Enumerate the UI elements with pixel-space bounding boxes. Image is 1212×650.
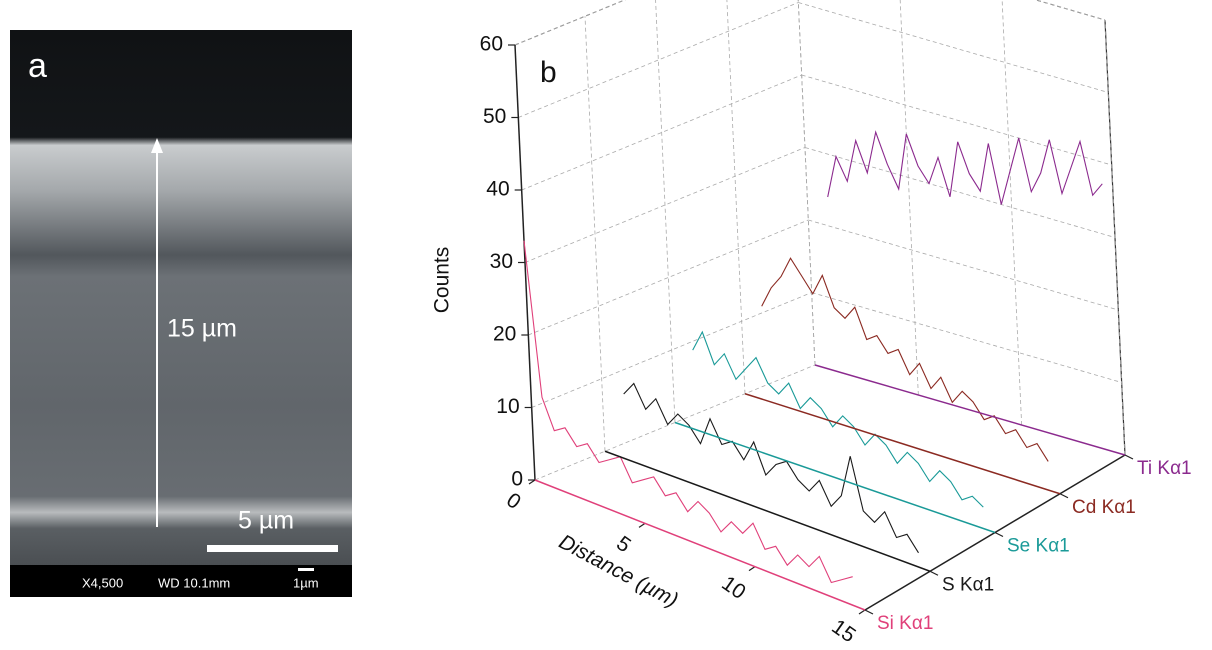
grid-line xyxy=(1001,0,1023,426)
x-tick xyxy=(638,522,646,528)
y-tick-label: 60 xyxy=(480,33,503,56)
y-tick-label: 10 xyxy=(496,395,519,418)
panel-b: b Counts Distance (µm) 01020304050600510… xyxy=(431,0,1192,647)
grid-line xyxy=(514,0,626,46)
grid-line xyxy=(1034,0,1106,21)
y-tick-label: 0 xyxy=(511,468,523,491)
x-tick-label: 15 xyxy=(827,615,859,647)
legend-entry: Ti Kα1 xyxy=(1137,458,1192,479)
legend-tick xyxy=(994,531,1004,538)
baseline xyxy=(534,479,866,611)
series-line xyxy=(623,382,919,554)
legend-tick xyxy=(1124,454,1134,460)
grid-line xyxy=(1104,19,1126,456)
thickness-label: 15 µm xyxy=(167,315,237,343)
legend-entry: Cd Kα1 xyxy=(1072,497,1136,518)
grid-line xyxy=(801,74,1112,166)
baseline xyxy=(744,393,1061,495)
grid-line xyxy=(797,0,816,366)
scale-label: 5 µm xyxy=(238,507,294,535)
panel-label: a xyxy=(28,47,47,85)
grid-line xyxy=(808,219,1119,311)
arrow-head xyxy=(151,138,163,153)
y-tick-label: 40 xyxy=(486,178,509,201)
legend-tick xyxy=(1059,493,1069,499)
baseline xyxy=(674,421,996,534)
box-edge xyxy=(797,0,816,366)
info-bar xyxy=(10,565,352,597)
magnification: X4,500 xyxy=(82,575,123,590)
grid-line xyxy=(726,0,746,394)
baseline xyxy=(814,364,1126,456)
legend-entry: Si Kα1 xyxy=(877,613,933,634)
box-edge xyxy=(1034,0,1106,21)
grid-line xyxy=(524,147,806,263)
grid-line xyxy=(899,0,919,396)
grid-line xyxy=(584,16,606,452)
legend-entry: Se Kα1 xyxy=(1007,536,1070,557)
legend-tick xyxy=(864,609,874,615)
legend-tick xyxy=(929,570,939,576)
unit-bar xyxy=(298,568,314,571)
series-line xyxy=(692,330,984,508)
series-line xyxy=(827,130,1103,205)
scale-unit: 1µm xyxy=(293,575,319,590)
grid-line xyxy=(811,292,1122,383)
sem-image xyxy=(10,30,352,566)
series-line xyxy=(761,257,1049,462)
x-tick-label: 0 xyxy=(502,488,525,514)
grid-line xyxy=(804,147,1116,238)
y-tick-label: 30 xyxy=(490,250,513,273)
x-tick xyxy=(748,566,756,572)
grid-line xyxy=(528,219,809,336)
x-tick-label: 5 xyxy=(612,532,635,558)
legend-entry: S Kα1 xyxy=(942,574,994,595)
y-axis-label: Counts xyxy=(431,247,454,314)
grid-line xyxy=(518,2,799,118)
x-tick xyxy=(858,609,866,615)
panel-label: b xyxy=(540,56,557,89)
grid-line xyxy=(521,74,802,191)
scale-bar xyxy=(207,545,338,552)
baseline xyxy=(604,450,931,572)
box-edge xyxy=(514,0,626,46)
grid-line xyxy=(655,0,676,423)
panel-a: a 15 µm 5 µm X4,500 WD 10.1mm 1µm xyxy=(10,30,352,597)
grid-line xyxy=(797,0,816,366)
grid-line xyxy=(798,2,1109,93)
working-distance: WD 10.1mm xyxy=(158,575,230,590)
y-tick-label: 20 xyxy=(493,323,516,346)
grid-line xyxy=(531,292,812,408)
y-tick-label: 50 xyxy=(483,105,506,128)
x-tick xyxy=(528,479,536,485)
x-tick-label: 10 xyxy=(717,572,749,604)
series-line xyxy=(523,240,853,584)
